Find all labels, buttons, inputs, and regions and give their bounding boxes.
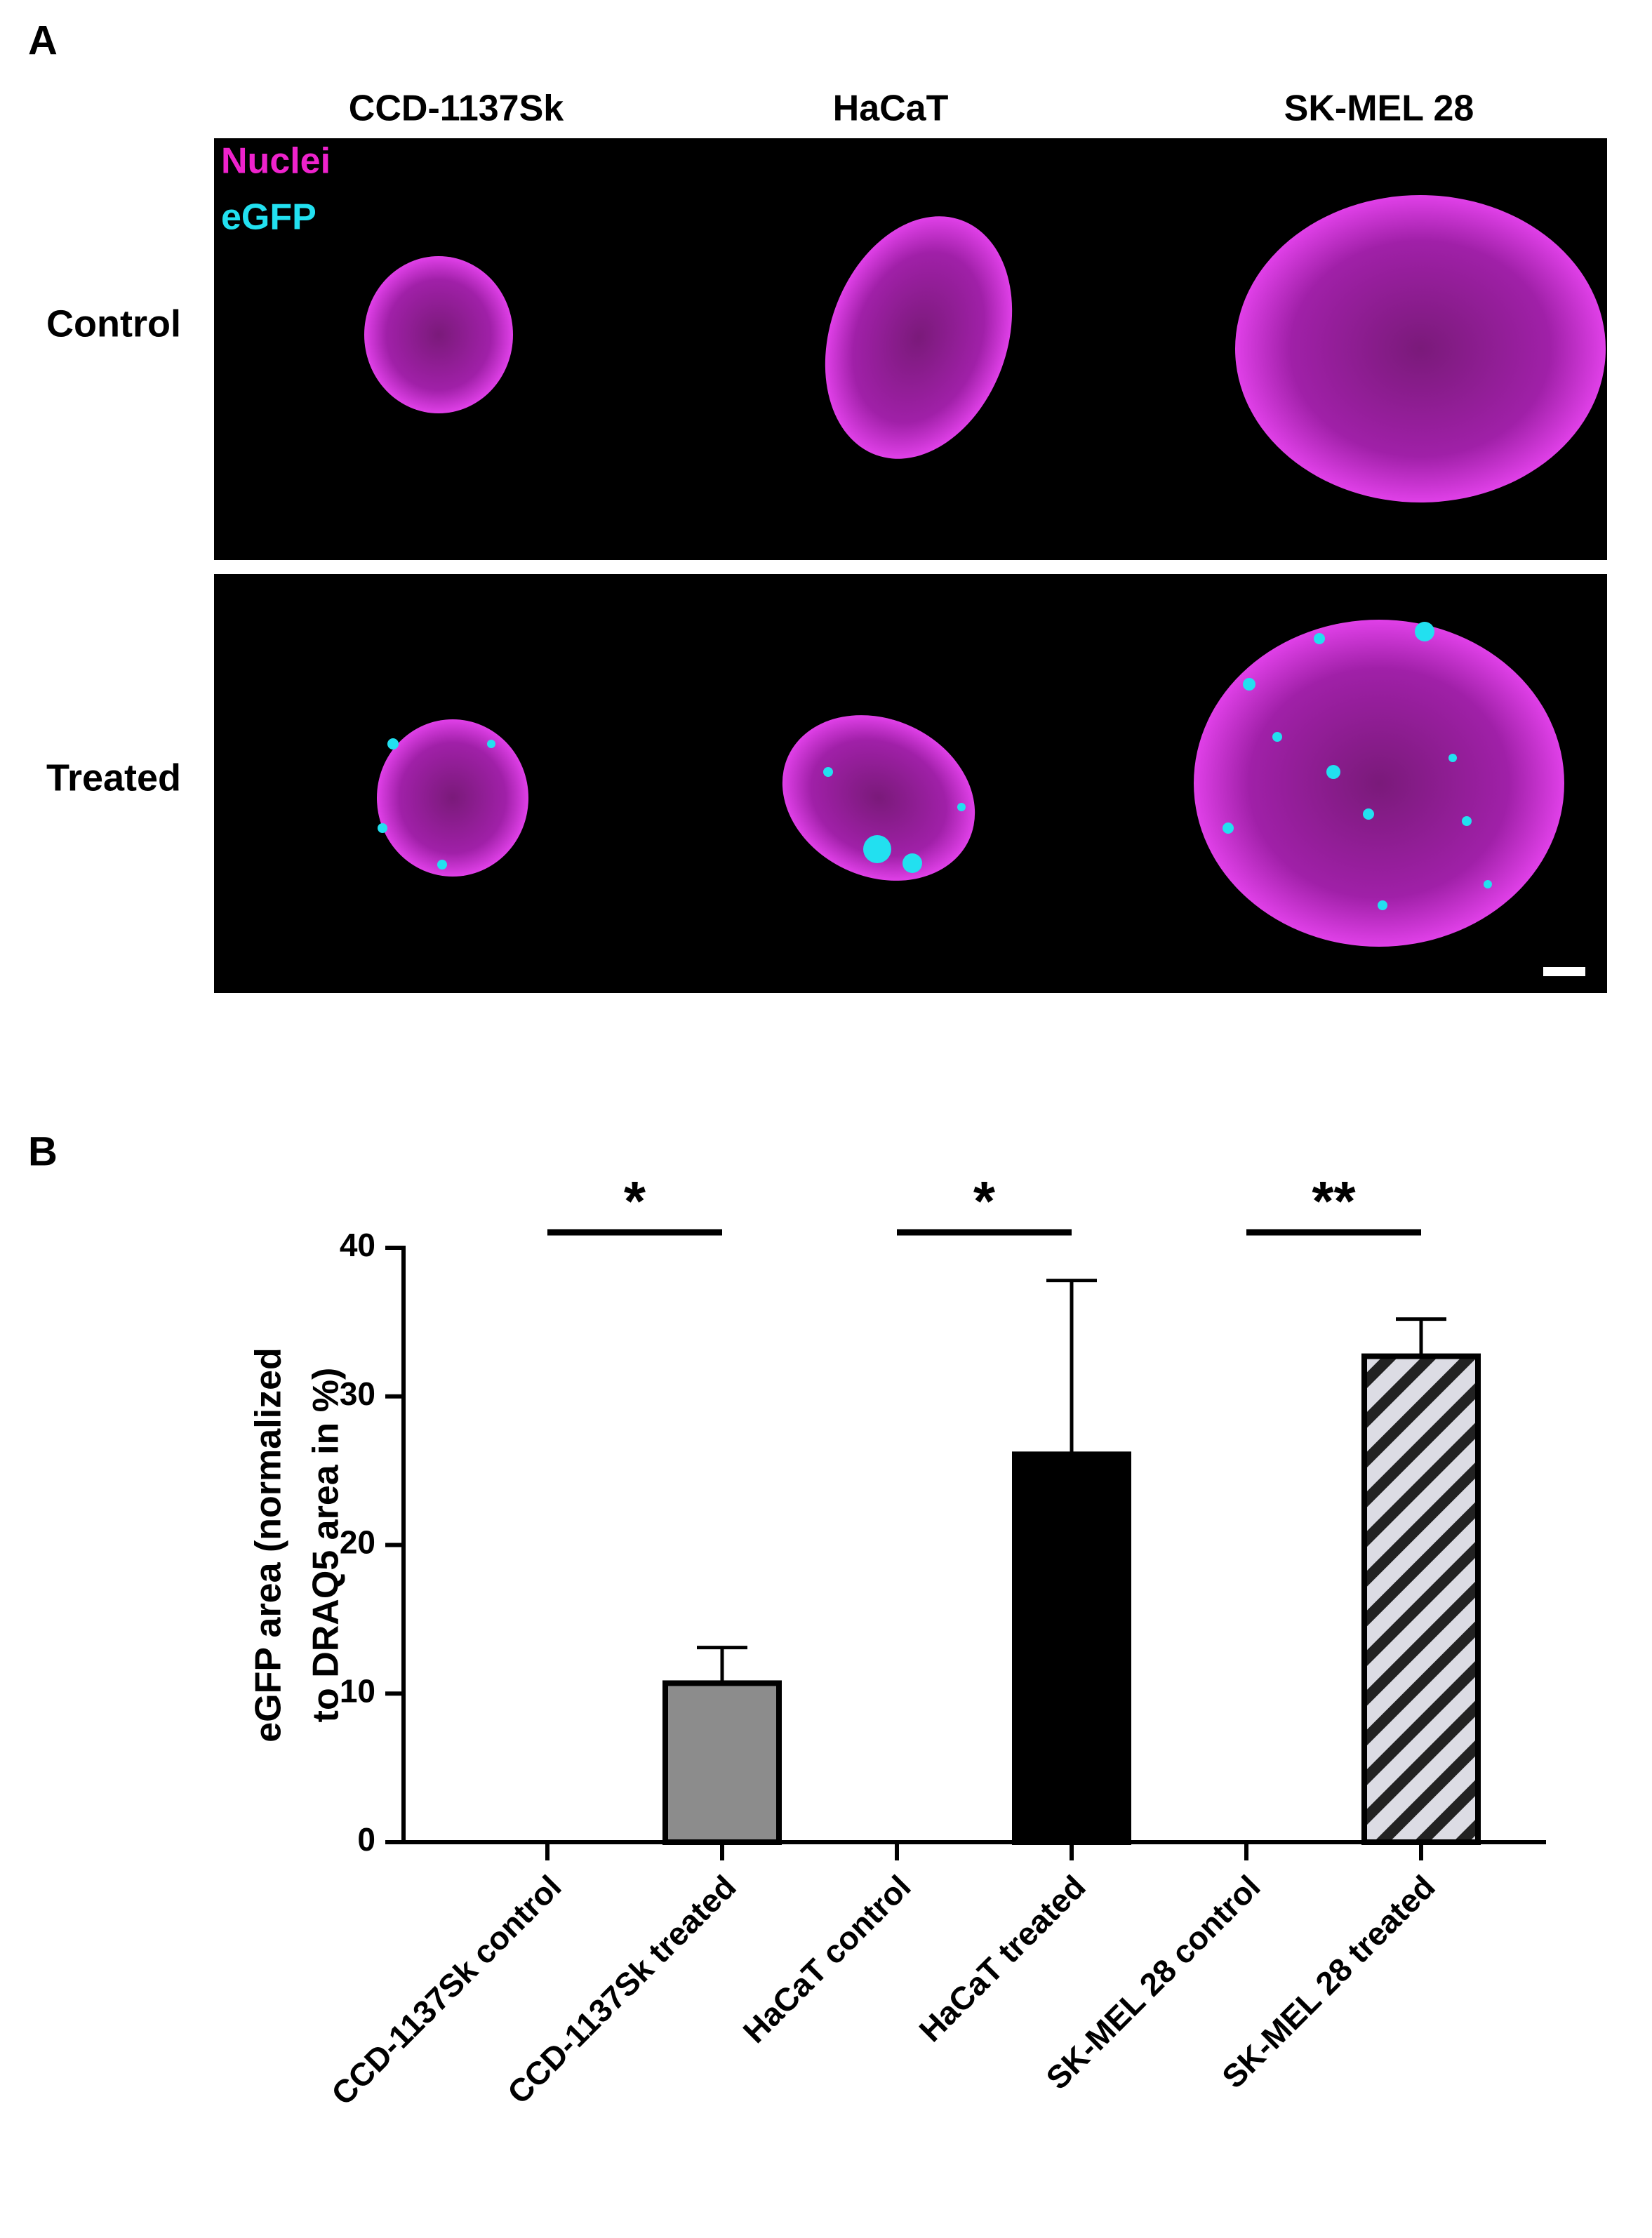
y-tick-label: 0 — [357, 1821, 375, 1858]
bar — [1012, 1451, 1131, 1845]
spheroids — [364, 195, 1606, 947]
y-axis-label: eGFP area (normalized — [248, 1347, 289, 1743]
bar — [662, 1680, 782, 1845]
y-tick-label: 20 — [340, 1524, 375, 1561]
y-axis-label: to DRAQ5 area in %) — [306, 1368, 347, 1723]
y-tick-label: 10 — [340, 1672, 375, 1709]
panel-label: B — [28, 1128, 58, 1174]
row-label: Treated — [46, 757, 181, 799]
legend-egfp: eGFP — [221, 197, 317, 238]
significance-stars: ** — [1312, 1170, 1356, 1232]
significance-stars: * — [973, 1170, 996, 1232]
chart: eGFP area (normalized to DRAQ5 area in %)… — [248, 1170, 1546, 2112]
y-tick-label: 30 — [340, 1376, 375, 1412]
column-header: CCD-1137Sk — [349, 88, 564, 129]
significance-stars: * — [624, 1170, 646, 1232]
legend-nuclei: Nuclei — [221, 141, 331, 182]
column-header: HaCaT — [833, 88, 949, 129]
row-label: Control — [46, 302, 181, 345]
panel-label: A — [28, 18, 58, 63]
bar — [1361, 1353, 1481, 1845]
scale-bar — [1543, 967, 1585, 976]
x-tick-label: HaCaT treated — [912, 1868, 1092, 2049]
x-tick-label: HaCaT control — [736, 1868, 918, 2050]
y-tick-label: 40 — [340, 1227, 375, 1263]
column-header: SK-MEL 28 — [1284, 88, 1474, 129]
